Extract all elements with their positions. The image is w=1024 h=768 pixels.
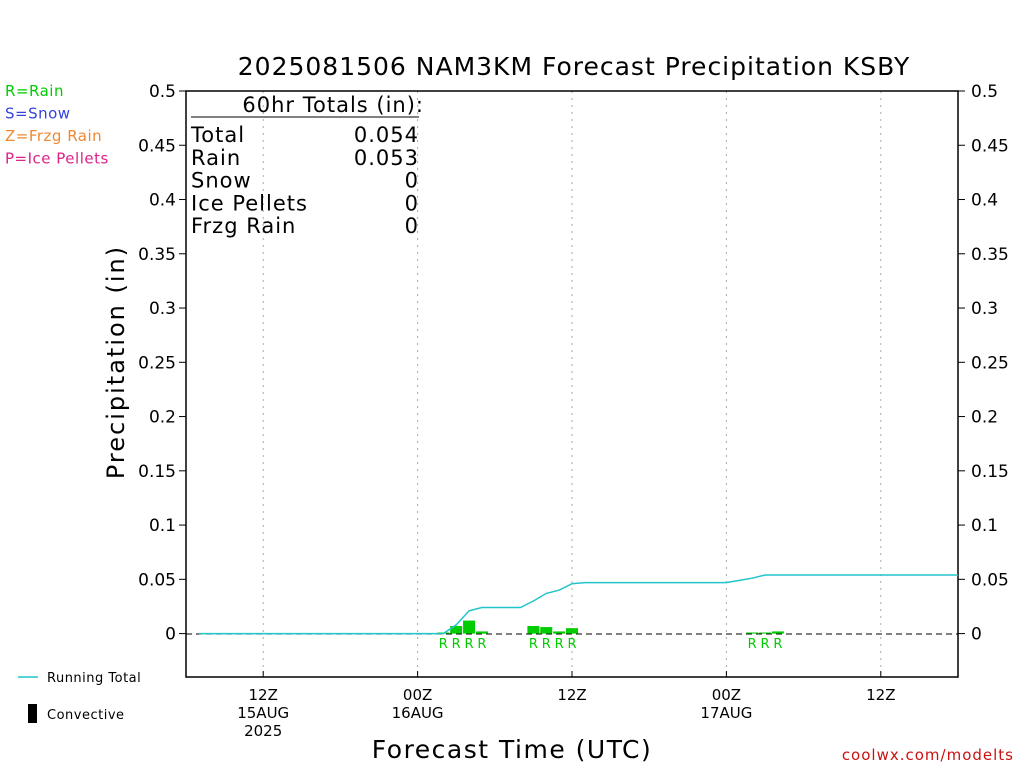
y-tick-label-right: 0.15 [971, 462, 1009, 482]
convective-legend-swatch [28, 704, 37, 723]
precip-bar [553, 631, 566, 634]
y-tick-label: 0.05 [138, 570, 176, 590]
running-total-legend-label: Running Total [47, 671, 141, 686]
ptype-mark: R [529, 637, 538, 652]
convective-legend-label: Convective [47, 708, 125, 723]
precip-bar [450, 625, 463, 634]
chart-title: 2025081506 NAM3KM Forecast Precipitation… [238, 52, 910, 81]
x-tick-label: 12Z [557, 686, 586, 704]
y-tick-label-right: 0 [971, 625, 982, 645]
totals-row-value: 0.054 [354, 123, 419, 147]
precip-bar [566, 628, 578, 634]
precip-bar [771, 631, 784, 634]
x-tick-label: 12Z [866, 686, 895, 704]
precip-bar [540, 627, 553, 634]
y-tick-label-right: 0.35 [971, 245, 1009, 265]
ptype-mark: R [760, 637, 769, 652]
totals-row-label: Ice Pellets [191, 191, 308, 215]
type-legend-item: P=Ice Pellets [5, 150, 109, 168]
x-tick-label: 12Z [249, 686, 278, 704]
precip-bar [475, 631, 488, 634]
y-tick-label-right: 0.5 [971, 82, 998, 102]
totals-row-value: 0.053 [354, 146, 419, 170]
y-tick-label: 0.25 [138, 353, 176, 373]
x-tick-label: 00Z [712, 686, 741, 704]
precip-bar [746, 632, 759, 634]
y-axis-left: 0 0.05 0.1 0.15 0.2 0.25 0.3 0.35 0.4 0.45 0.5 [138, 82, 186, 645]
y-tick-label: 0.1 [149, 516, 176, 536]
type-legend-item: S=Snow [5, 105, 71, 123]
precip-type-legend: R=Rain S=Snow Z=Frzg Rain P=Ice Pellets [5, 82, 109, 168]
vertical-gridlines [262, 91, 882, 677]
totals-row-value: 0 [405, 169, 419, 193]
y-tick-label: 0 [165, 625, 176, 645]
x-tick-label: 16AUG [392, 704, 444, 722]
precip-bar [463, 620, 476, 634]
y-tick-label: 0.45 [138, 136, 176, 156]
watermark: coolwx.com/modelts [842, 746, 1014, 764]
x-tick-label: 17AUG [700, 704, 752, 722]
ptype-mark: R [555, 637, 564, 652]
ptype-mark: R [542, 637, 551, 652]
x-tick-label: 15AUG [237, 704, 289, 722]
y-tick-label: 0.3 [149, 299, 176, 319]
totals-row-value: 0 [405, 214, 419, 238]
totals-row-value: 0 [405, 191, 419, 215]
bottom-legend: Running Total Convective [18, 671, 141, 723]
y-tick-label: 0.5 [149, 82, 176, 102]
totals-box: 60hr Totals (in): Total 0.054 Rain 0.053 Sno… [190, 93, 424, 238]
precip-bar [759, 632, 771, 634]
y-tick-label-right: 0.45 [971, 136, 1009, 156]
y-axis-right: 0 0.05 0.1 0.15 0.2 0.25 0.3 0.35 0.4 0.45 0.5 [958, 82, 1009, 645]
ptype-mark: R [439, 637, 448, 652]
totals-row-label: Rain [191, 146, 241, 170]
running-total-line [198, 574, 958, 635]
type-legend-item: Z=Frzg Rain [5, 127, 102, 145]
y-tick-label: 0.15 [138, 462, 176, 482]
y-tick-label-right: 0.4 [971, 191, 998, 211]
ptype-mark: R [567, 637, 576, 652]
totals-row-label: Frzg Rain [191, 214, 296, 238]
x-tick-label: 2025 [244, 722, 282, 740]
ptype-mark: R [748, 637, 757, 652]
y-tick-label: 0.2 [149, 408, 176, 428]
y-tick-label-right: 0.05 [971, 570, 1009, 590]
totals-row-label: Total [190, 123, 245, 147]
y-tick-label-right: 0.1 [971, 516, 998, 536]
totals-header: 60hr Totals (in): [242, 93, 424, 117]
totals-row-label: Snow [191, 169, 252, 193]
y-tick-label: 0.4 [149, 191, 176, 211]
y-tick-label-right: 0.2 [971, 408, 998, 428]
precip-bar [527, 625, 540, 634]
y-tick-label: 0.35 [138, 245, 176, 265]
y-tick-label-right: 0.3 [971, 299, 998, 319]
type-legend-item: R=Rain [5, 82, 64, 100]
y-axis-label: Precipitation (in) [102, 245, 130, 479]
ptype-mark: R [465, 637, 474, 652]
x-axis-label: Forecast Time (UTC) [372, 735, 652, 764]
x-tick-label: 00Z [403, 686, 432, 704]
precip-bars [437, 620, 784, 634]
ptype-mark: R [452, 637, 461, 652]
y-tick-label-right: 0.25 [971, 353, 1009, 373]
ptype-mark: R [773, 637, 782, 652]
ptype-mark: R [477, 637, 486, 652]
